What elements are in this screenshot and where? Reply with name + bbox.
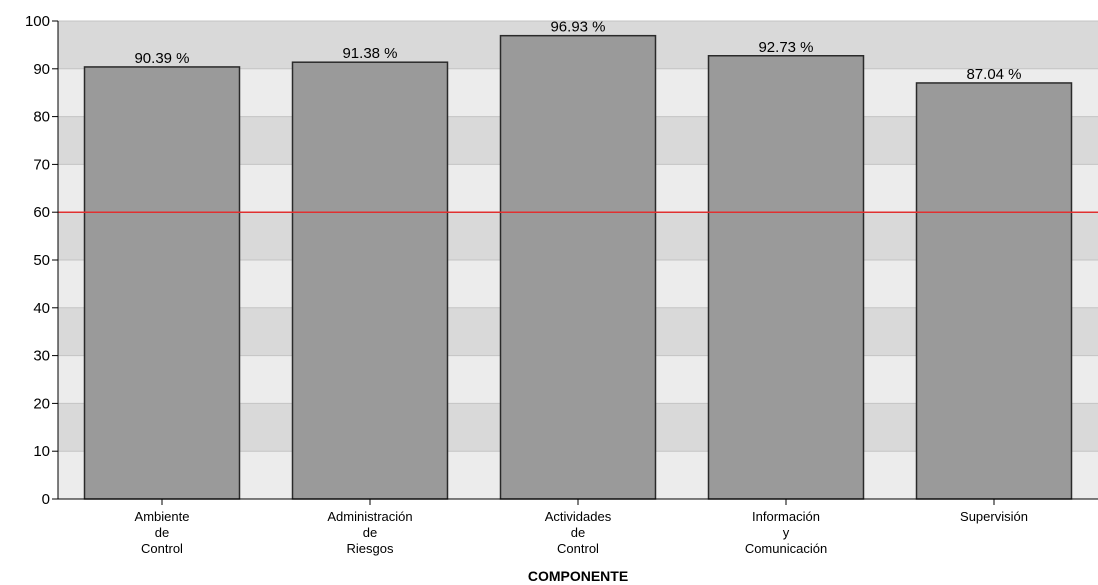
y-tick-label: 70 — [33, 156, 50, 173]
x-tick-label: Administración — [327, 509, 412, 524]
data-label: 92.73 % — [758, 39, 813, 56]
x-tick-label: y — [783, 525, 790, 540]
x-tick-label: de — [571, 525, 585, 540]
x-tick-label: Riesgos — [347, 541, 394, 556]
x-tick-label: de — [363, 525, 377, 540]
y-tick-label: 100 — [25, 13, 50, 30]
axes — [52, 20, 1098, 505]
bar — [499, 34, 657, 500]
bar — [707, 55, 865, 500]
x-tick-label: Control — [141, 541, 183, 556]
y-tick-label: 40 — [33, 300, 50, 317]
bar — [83, 66, 241, 500]
x-axis-title: COMPONENTE — [528, 568, 628, 584]
y-tick-label: 50 — [33, 252, 50, 269]
y-tick-label: 60 — [33, 204, 50, 221]
x-tick-label: de — [155, 525, 169, 540]
y-tick-label: 90 — [33, 61, 50, 78]
y-tick-label: 0 — [42, 491, 50, 508]
x-tick-label: Comunicación — [745, 541, 827, 556]
data-label: 96.93 % — [550, 19, 605, 36]
data-labels: 90.39 % 91.38 % 96.93 % 92.73 % 87.04 % — [134, 19, 1021, 83]
x-tick-label: Supervisión — [960, 509, 1028, 524]
data-label: 90.39 % — [134, 50, 189, 67]
x-tick-label: Control — [557, 541, 599, 556]
bars — [83, 34, 1073, 500]
bar — [915, 82, 1073, 500]
data-label: 91.38 % — [342, 45, 397, 62]
y-tick-label: 80 — [33, 109, 50, 126]
x-tick-label: Actividades — [545, 509, 612, 524]
x-tick-labels: AmbientedeControlAdministracióndeRiesgos… — [135, 509, 1028, 556]
data-label: 87.04 % — [966, 66, 1021, 83]
x-tick-label: Ambiente — [135, 509, 190, 524]
y-tick-label: 30 — [33, 348, 50, 365]
bar — [291, 61, 449, 500]
x-tick-label: Información — [752, 509, 820, 524]
y-tick-labels: 0 10 20 30 40 50 60 70 80 90 100 — [25, 13, 50, 508]
y-tick-label: 20 — [33, 395, 50, 412]
y-tick-label: 10 — [33, 443, 50, 460]
